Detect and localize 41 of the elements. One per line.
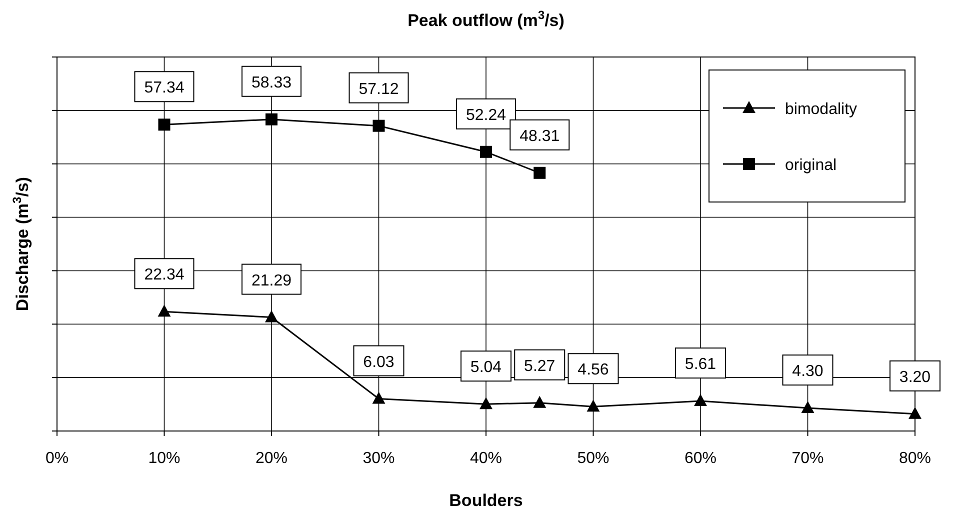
x-tick-label: 60% (684, 450, 717, 467)
data-label: 52.24 (466, 106, 506, 124)
x-tick-label: 70% (792, 450, 824, 467)
x-tick-label: 40% (470, 450, 502, 467)
point (533, 396, 546, 408)
data-label: 22.34 (144, 266, 184, 284)
data-label: 5.27 (524, 358, 556, 375)
point (534, 166, 546, 179)
x-axis-title: Boulders (449, 491, 523, 510)
point (480, 146, 492, 158)
point (372, 392, 386, 404)
x-tick-label: 0% (45, 450, 69, 467)
x-tick-label: 10% (148, 450, 180, 467)
point (265, 310, 278, 322)
data-label: 4.30 (792, 363, 824, 380)
data-label: 6.03 (363, 354, 394, 371)
chart-title: Peak outflow (m$^{3}$/s) (408, 8, 564, 30)
data-label: 48.31 (520, 128, 560, 145)
data-label: 3.20 (899, 368, 931, 386)
point (908, 406, 922, 419)
data-label: 57.12 (358, 80, 399, 98)
point (372, 120, 385, 132)
x-tick-label: 50% (577, 450, 610, 467)
data-label: 5.61 (684, 356, 716, 374)
x-tick-label: 20% (255, 450, 288, 467)
data-label: 4.56 (578, 362, 609, 379)
point (158, 118, 170, 131)
point (480, 397, 492, 410)
x-tick-label: 30% (362, 450, 395, 467)
point (694, 394, 707, 406)
legend-label: original (785, 157, 837, 174)
data-label: 58.33 (251, 74, 292, 92)
data-label: 21.29 (251, 272, 292, 290)
x-tick-label: 80% (898, 450, 932, 467)
point (801, 401, 814, 414)
legend-label: bimodality (785, 101, 858, 118)
point (158, 304, 171, 317)
data-label: 57.34 (144, 80, 184, 97)
data-label: 5.04 (470, 359, 502, 376)
point (586, 400, 600, 412)
point (266, 113, 278, 126)
